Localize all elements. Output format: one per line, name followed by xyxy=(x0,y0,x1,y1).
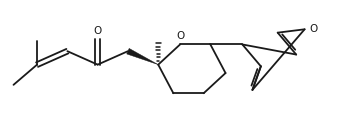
Text: O: O xyxy=(310,24,318,34)
Text: O: O xyxy=(176,31,184,41)
Text: O: O xyxy=(94,26,102,36)
Polygon shape xyxy=(127,48,158,65)
